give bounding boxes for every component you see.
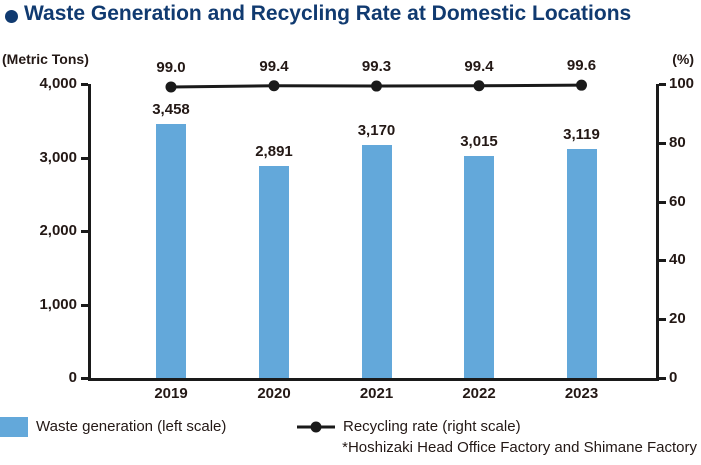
bar-value-label: 2,891 bbox=[255, 142, 293, 160]
right-axis-tick-label: 100 bbox=[669, 75, 695, 92]
left-axis-tick bbox=[81, 83, 88, 86]
legend-label-recycling-rate: Recycling rate (right scale) bbox=[343, 418, 521, 435]
right-axis-tick bbox=[659, 141, 666, 145]
left-axis-tick bbox=[81, 230, 88, 233]
line-value-label: 99.6 bbox=[566, 57, 597, 75]
right-axis-tick-label: 40 bbox=[669, 251, 686, 269]
left-axis-tick-label: 4,000 bbox=[39, 75, 77, 92]
left-axis-tick-label: 2,000 bbox=[39, 222, 77, 239]
line-dot-marker-icon bbox=[297, 421, 335, 433]
right-axis-tick-label: 80 bbox=[669, 133, 686, 151]
bar-value-label: 3,170 bbox=[357, 122, 396, 139]
left-axis-tick bbox=[81, 156, 88, 160]
right-axis-tick bbox=[659, 377, 666, 380]
recycling-rate-point bbox=[473, 80, 485, 92]
left-axis-line bbox=[88, 84, 91, 381]
chart-title-row: Waste Generation and Recycling Rate at D… bbox=[0, 0, 701, 34]
x-axis-label-2020: 2020 bbox=[257, 385, 291, 402]
right-axis-tick-label: 0 bbox=[669, 369, 678, 386]
line-value-label: 99.0 bbox=[156, 58, 186, 76]
left-axis-tick-label: 1,000 bbox=[39, 295, 77, 313]
left-axis-unit: (Metric Tons) bbox=[2, 51, 89, 67]
chart-title: Waste Generation and Recycling Rate at D… bbox=[24, 2, 632, 25]
x-axis-label-2022: 2022 bbox=[462, 385, 496, 402]
right-axis-tick-label: 60 bbox=[669, 192, 686, 210]
bar-value-label: 3,015 bbox=[460, 133, 498, 151]
recycling-rate-point bbox=[165, 81, 177, 93]
right-axis-tick bbox=[659, 318, 666, 322]
x-axis-label-2019: 2019 bbox=[154, 385, 188, 402]
right-axis-tick bbox=[659, 259, 666, 263]
bar-2019 bbox=[156, 123, 186, 378]
recycling-rate-point bbox=[371, 80, 382, 92]
x-axis-label-2023: 2023 bbox=[564, 385, 599, 402]
right-axis-tick-label: 20 bbox=[669, 310, 686, 328]
right-axis-tick bbox=[659, 83, 666, 86]
recycling-rate-line bbox=[170, 83, 582, 89]
right-axis-unit: (%) bbox=[672, 51, 694, 67]
chart-footnote: *Hoshizaki Head Office Factory and Shima… bbox=[342, 439, 697, 456]
x-axis-label-2021: 2021 bbox=[359, 385, 394, 402]
left-axis-tick-label: 3,000 bbox=[39, 148, 77, 166]
recycling-rate-point bbox=[576, 79, 587, 91]
legend-swatch-waste-generation bbox=[0, 417, 28, 437]
left-axis-tick bbox=[81, 303, 88, 307]
line-value-label: 99.4 bbox=[259, 57, 289, 75]
left-axis-tick-label: 0 bbox=[68, 369, 77, 386]
legend-label-waste-generation: Waste generation (left scale) bbox=[36, 418, 227, 435]
right-axis-line bbox=[656, 84, 659, 381]
bar-2022 bbox=[464, 156, 494, 378]
bar-value-label: 3,119 bbox=[563, 125, 600, 143]
right-axis-tick bbox=[659, 200, 666, 204]
bar-2023 bbox=[566, 148, 597, 378]
bar-value-label: 3,458 bbox=[152, 100, 190, 118]
left-axis-tick bbox=[81, 377, 88, 380]
bar-2021 bbox=[361, 145, 392, 378]
title-bullet-icon bbox=[5, 10, 18, 23]
line-value-label: 99.4 bbox=[464, 57, 494, 75]
recycling-rate-point bbox=[268, 80, 280, 92]
line-value-label: 99.3 bbox=[361, 58, 392, 76]
x-axis-line bbox=[88, 378, 659, 381]
bar-2020 bbox=[259, 165, 289, 378]
